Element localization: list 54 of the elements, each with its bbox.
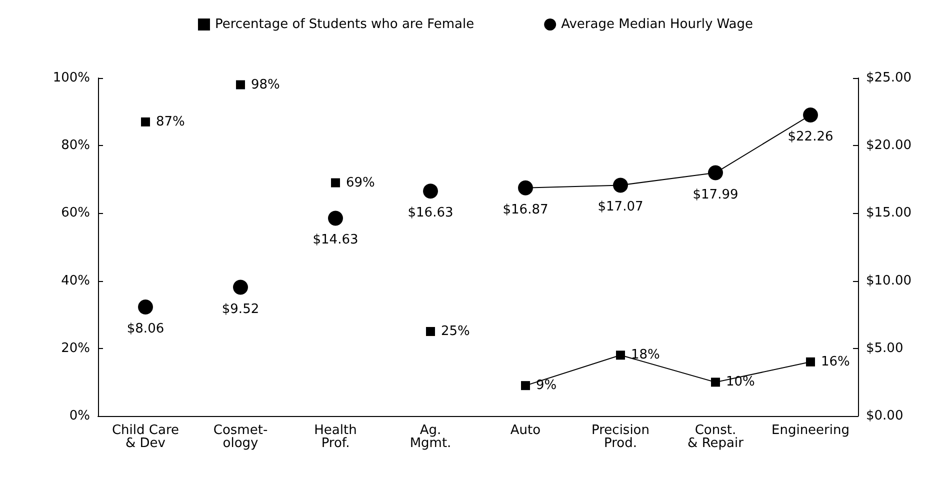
data-label: 18% (631, 348, 660, 363)
data-label: 10% (726, 374, 755, 390)
data-label: $17.99 (692, 187, 738, 202)
point (141, 117, 150, 126)
data-label: 69% (346, 175, 375, 190)
point (236, 80, 245, 90)
point (616, 350, 625, 360)
x-tick-label: Engineering (772, 423, 850, 438)
y2-tick-label: $0.00 (866, 408, 904, 424)
data-label: 9% (536, 378, 557, 394)
x-tick-label: Const. & Repair (688, 423, 744, 451)
x-tick-label: Child Care & Dev (112, 423, 180, 451)
point (521, 381, 530, 390)
y-tick-label: 60% (61, 206, 90, 221)
y-tick-label: 100% (52, 70, 90, 86)
x-tick-label: Health Prof. (314, 423, 357, 451)
y2-tick-label: $15.00 (866, 206, 912, 221)
data-label: $8.06 (126, 322, 164, 337)
y2-tick-label: $25.00 (866, 70, 912, 86)
point (138, 300, 153, 315)
point (233, 280, 248, 295)
data-label: $16.87 (502, 202, 548, 218)
point (711, 378, 720, 387)
y2-tick-label: $5.00 (866, 340, 904, 356)
point (426, 327, 435, 336)
point (423, 184, 438, 199)
y-tick-label: 80% (61, 138, 90, 154)
point (708, 165, 723, 180)
x-tick-label: Precision Prod. (591, 423, 650, 451)
x-tick-label: Ag. Mgmt. (410, 423, 452, 451)
data-label: $22.26 (788, 130, 834, 145)
point (613, 178, 628, 193)
point (328, 210, 343, 226)
data-label: 98% (251, 77, 280, 92)
data-label: $14.63 (312, 232, 358, 248)
data-label: $9.52 (222, 302, 260, 317)
data-label: $16.63 (408, 206, 454, 221)
point (331, 178, 340, 188)
data-label: 87% (156, 114, 185, 130)
x-tick-label: Cosmet- ology (213, 423, 268, 451)
y-tick-label: 40% (61, 273, 90, 288)
point (803, 108, 818, 123)
y2-tick-label: $10.00 (866, 273, 912, 288)
data-label: 16% (821, 354, 850, 370)
y-tick-label: 20% (61, 340, 90, 356)
y-tick-label: 0% (69, 408, 90, 424)
data-label: $17.07 (598, 200, 644, 215)
x-tick-label: Auto (510, 423, 541, 438)
legend-label: Percentage of Students who are Female (214, 17, 474, 32)
legend-label: Average Median Hourly Wage (561, 17, 754, 32)
point (806, 357, 815, 366)
y2-tick-label: $20.00 (866, 138, 912, 154)
data-label: 25% (441, 324, 470, 339)
point (518, 180, 533, 196)
